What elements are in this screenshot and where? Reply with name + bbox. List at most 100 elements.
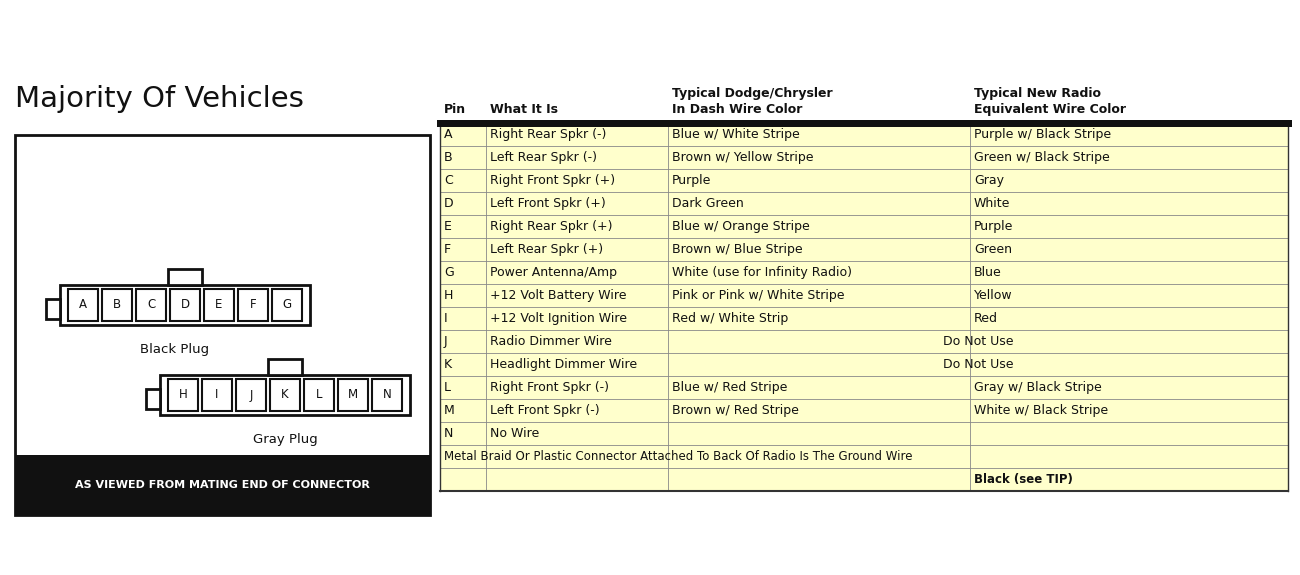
Text: Pink or Pink w/ White Stripe: Pink or Pink w/ White Stripe <box>672 289 845 302</box>
Bar <box>68 289 98 321</box>
Text: White: White <box>974 197 1010 210</box>
Text: N: N <box>382 389 391 401</box>
Bar <box>237 379 266 411</box>
Text: G: G <box>445 266 454 279</box>
Text: D: D <box>445 197 454 210</box>
Text: M: M <box>445 404 455 417</box>
Bar <box>160 375 410 415</box>
Text: H: H <box>178 389 187 401</box>
Bar <box>101 289 133 321</box>
Text: Red: Red <box>974 312 998 325</box>
Text: Green w/ Black Stripe: Green w/ Black Stripe <box>974 151 1110 164</box>
Text: Brown w/ Blue Stripe: Brown w/ Blue Stripe <box>672 243 802 256</box>
Text: F: F <box>445 243 451 256</box>
Text: In Dash Wire Color: In Dash Wire Color <box>672 103 802 116</box>
Text: Majority Of Vehicles: Majority Of Vehicles <box>16 85 304 113</box>
Text: Red w/ White Strip: Red w/ White Strip <box>672 312 788 325</box>
Text: White w/ Black Stripe: White w/ Black Stripe <box>974 404 1108 417</box>
Bar <box>170 289 200 321</box>
Text: B: B <box>445 151 452 164</box>
Text: Gray w/ Black Stripe: Gray w/ Black Stripe <box>974 381 1102 394</box>
Bar <box>202 379 231 411</box>
Bar <box>136 289 166 321</box>
Bar <box>16 455 430 515</box>
Text: Blue w/ Orange Stripe: Blue w/ Orange Stripe <box>672 220 810 233</box>
Bar <box>16 135 430 515</box>
Text: Right Rear Spkr (-): Right Rear Spkr (-) <box>490 128 606 141</box>
Bar <box>439 330 1288 353</box>
Bar <box>439 238 1288 261</box>
Text: Left Rear Spkr (+): Left Rear Spkr (+) <box>490 243 603 256</box>
Bar <box>272 289 302 321</box>
Text: I: I <box>445 312 447 325</box>
Text: Dark Green: Dark Green <box>672 197 744 210</box>
Text: Do Not Use: Do Not Use <box>942 358 1013 371</box>
Bar <box>168 269 202 285</box>
Bar <box>439 422 1288 445</box>
Bar <box>238 289 268 321</box>
Text: Yellow: Yellow <box>974 289 1013 302</box>
Bar <box>439 146 1288 169</box>
Text: Black (see TIP): Black (see TIP) <box>974 473 1072 486</box>
Text: Typical New Radio: Typical New Radio <box>974 87 1101 100</box>
Text: B: B <box>113 298 121 312</box>
Text: H: H <box>445 289 454 302</box>
Text: Equivalent Wire Color: Equivalent Wire Color <box>974 103 1126 116</box>
Bar <box>439 468 1288 491</box>
Bar <box>46 299 60 319</box>
Text: M: M <box>348 389 358 401</box>
Text: Brown w/ Yellow Stripe: Brown w/ Yellow Stripe <box>672 151 814 164</box>
Text: Right Front Spkr (-): Right Front Spkr (-) <box>490 381 608 394</box>
Text: F: F <box>250 298 256 312</box>
Text: L: L <box>316 389 322 401</box>
Bar <box>146 389 160 409</box>
Bar <box>439 261 1288 284</box>
Bar <box>338 379 368 411</box>
Text: N: N <box>445 427 454 440</box>
Text: Blue w/ Red Stripe: Blue w/ Red Stripe <box>672 381 788 394</box>
Text: K: K <box>281 389 289 401</box>
Bar <box>268 359 302 375</box>
Text: Right Rear Spkr (+): Right Rear Spkr (+) <box>490 220 612 233</box>
Text: L: L <box>445 381 451 394</box>
Text: C: C <box>147 298 155 312</box>
Text: Blue w/ White Stripe: Blue w/ White Stripe <box>672 128 800 141</box>
Bar <box>439 376 1288 399</box>
Text: Do Not Use: Do Not Use <box>942 335 1013 348</box>
Text: No Wire: No Wire <box>490 427 540 440</box>
Text: Purple: Purple <box>672 174 711 187</box>
Text: Headlight Dimmer Wire: Headlight Dimmer Wire <box>490 358 637 371</box>
Text: Right Front Spkr (+): Right Front Spkr (+) <box>490 174 615 187</box>
Text: Power Antenna/Amp: Power Antenna/Amp <box>490 266 618 279</box>
Text: AS VIEWED FROM MATING END OF CONNECTOR: AS VIEWED FROM MATING END OF CONNECTOR <box>75 480 370 490</box>
Bar <box>439 123 1288 146</box>
Text: Black Plug: Black Plug <box>140 343 209 356</box>
Text: J: J <box>250 389 252 401</box>
Bar <box>439 169 1288 192</box>
Bar <box>60 285 309 325</box>
Bar <box>372 379 402 411</box>
Bar <box>439 445 1288 468</box>
Bar <box>168 379 198 411</box>
Text: Left Front Spkr (-): Left Front Spkr (-) <box>490 404 599 417</box>
Text: J: J <box>445 335 447 348</box>
Bar <box>439 399 1288 422</box>
Text: Blue: Blue <box>974 266 1002 279</box>
Text: I: I <box>216 389 218 401</box>
Bar <box>304 379 334 411</box>
Bar <box>204 289 234 321</box>
Text: Gray: Gray <box>974 174 1004 187</box>
Text: Purple: Purple <box>974 220 1014 233</box>
Text: A: A <box>79 298 87 312</box>
Text: +12 Volt Battery Wire: +12 Volt Battery Wire <box>490 289 627 302</box>
Text: Left Rear Spkr (-): Left Rear Spkr (-) <box>490 151 597 164</box>
Text: Chrysler-Dodge Radio Wire Harnesses: Chrysler-Dodge Radio Wire Harnesses <box>13 15 846 53</box>
Text: E: E <box>216 298 222 312</box>
Text: Brown w/ Red Stripe: Brown w/ Red Stripe <box>672 404 800 417</box>
Text: Metal Braid Or Plastic Connector Attached To Back Of Radio Is The Ground Wire: Metal Braid Or Plastic Connector Attache… <box>445 450 913 463</box>
Text: K: K <box>445 358 452 371</box>
Text: A: A <box>445 128 452 141</box>
Bar <box>270 379 300 411</box>
Text: G: G <box>282 298 291 312</box>
Text: Green: Green <box>974 243 1011 256</box>
